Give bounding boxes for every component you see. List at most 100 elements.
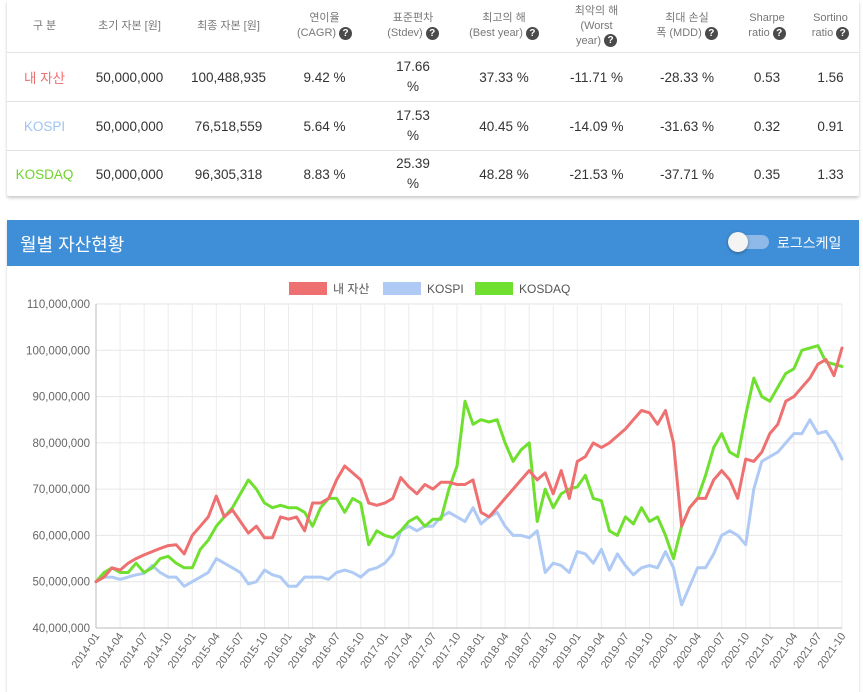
cell-final: 76,518,559 [177,102,280,150]
table-row: KOSDAQ 50,000,000 96,305,318 8.83 % 25.39 % 4… [7,150,859,198]
monthly-asset-panel: 월별 자산현황 로그스케일 40,000,000 50,000,000 60,000… [7,220,859,692]
cell-initial: 50,000,000 [82,102,177,150]
cell-worst: -21.53 % [551,150,642,198]
cell-text: 17.53 % [396,108,430,143]
help-icon[interactable]: ? [339,26,353,40]
cell-text: 96,305,318 [194,166,263,182]
cell-initial: 50,000,000 [82,53,177,101]
header-line: (Stdev)? [387,26,439,41]
cell-sortino: 0.91 [802,102,859,150]
header-text: ratio [748,27,770,39]
column-header: 최대 손실 폭 (MDD)? [642,0,732,52]
cell-stdev: 17.53 % [369,102,457,150]
header-text: ratio [811,27,834,39]
cell-text: -21.53 % [569,166,624,182]
cell-sortino: 1.56 [802,53,859,101]
toggle-knob[interactable] [728,232,748,252]
cell-stdev: 25.39 % [369,150,457,198]
y-tick-label: 100,000,000 [26,345,90,357]
column-header: 최고의 해 (Best year)? [457,0,551,52]
help-icon[interactable]: ? [836,26,850,40]
cell-text: 0.32 [753,118,781,134]
header-text: year) [575,34,602,47]
cell-text: -37.71 % [659,166,715,182]
cell-cagr: 8.83 % [280,150,369,198]
cell-best: 40.45 % [457,102,551,150]
cell-sharpe: 0.32 [732,102,802,150]
cell-text: 50,000,000 [95,69,164,85]
column-header: 구 분 [7,0,82,52]
help-icon[interactable]: ? [704,26,718,40]
cell-initial: 50,000,000 [82,150,177,198]
cell-text: 1.56 [817,69,844,85]
table-row: 내 자산 50,000,000 100,488,935 9.42 % 17.66 % 37… [7,53,859,102]
y-tick-label: 70,000,000 [32,484,90,496]
log-scale-toggle[interactable] [728,232,769,252]
column-header: 연이율 (CAGR)? [280,0,369,52]
header-line: ratio? [748,26,786,41]
header-line: 최대 손실 [665,12,709,24]
cell-sharpe: 0.53 [732,53,802,101]
cell-text: 50,000,000 [95,166,164,182]
legend-label: KOSPI [427,282,464,296]
header-text: (Stdev) [387,27,423,39]
help-icon[interactable]: ? [425,26,439,40]
cell-text: 8.83 % [303,166,346,182]
legend-swatch [289,282,327,295]
cell-text: 1.33 [817,166,844,182]
help-icon[interactable]: ? [604,34,618,48]
header-line: (Best year)? [469,26,539,41]
table-header: 구 분 초기 자본 [원] 최종 자본 [원] 연이율 (CAGR)? 표준편차 (Stde… [7,0,859,53]
cell-text: 0.91 [817,118,844,134]
cell-final: 100,488,935 [177,53,280,101]
cell-text: 50,000,000 [95,118,164,134]
series-line-0[interactable] [94,346,844,584]
cell-text: -14.09 % [569,118,624,134]
column-header: 초기 자본 [원] [82,0,177,52]
cell-text: KOSPI [23,118,66,134]
help-icon[interactable]: ? [525,26,539,40]
cell-text: 76,518,559 [194,118,263,134]
legend-item[interactable]: KOSDAQ [475,282,570,296]
cell-text: 40.45 % [479,118,529,134]
series-line-1[interactable] [94,418,844,607]
y-tick-label: 110,000,000 [27,299,90,311]
cell-cagr: 9.42 % [280,53,369,101]
cell-cagr: 5.64 % [280,102,369,150]
cell-text: 100,488,935 [190,69,267,85]
header-line: (CAGR)? [296,26,353,41]
column-header: Sortino ratio? [802,0,859,52]
header-line: Sortino [813,12,848,24]
header-line: Sharpe [749,12,785,24]
cell-final: 96,305,318 [177,150,280,198]
y-tick-label: 50,000,000 [32,577,90,589]
header-line: 구 분 [32,19,57,32]
cell-text: KOSDAQ [15,166,74,182]
cell-sortino: 1.33 [802,150,859,198]
y-tick-label: 40,000,000 [32,623,90,635]
legend-item[interactable]: KOSPI [383,282,464,296]
legend-label: KOSDAQ [519,282,570,296]
cell-text: 37.33 % [479,69,529,85]
series-line-2[interactable] [94,344,844,584]
header-text: (CAGR) [296,27,337,39]
cell-text: 5.64 % [303,118,346,134]
header-line: 연이율 [309,12,340,24]
header-line: year)? [575,34,618,49]
panel-titlebar: 월별 자산현황 로그스케일 [7,220,859,266]
cell-text: -11.71 % [569,69,624,85]
cell-text: 내 자산 [23,71,65,86]
help-icon[interactable]: ? [772,26,786,40]
header-text: (Best year) [469,27,523,39]
cell-mdd: -28.33 % [642,53,732,101]
cell-worst: -11.71 % [551,53,642,101]
cell-text: 25.39 % [396,156,430,191]
header-line: (Worst [580,19,612,34]
column-header: Sharpe ratio? [732,0,802,52]
cell-mdd: -37.71 % [642,150,732,198]
header-line: 표준편차 [392,12,434,24]
legend-label: 내 자산 [333,282,369,296]
header-line: 최종 자본 [원] [197,19,260,32]
cell-text: -31.63 % [659,118,715,134]
legend-item[interactable]: 내 자산 [289,282,369,296]
